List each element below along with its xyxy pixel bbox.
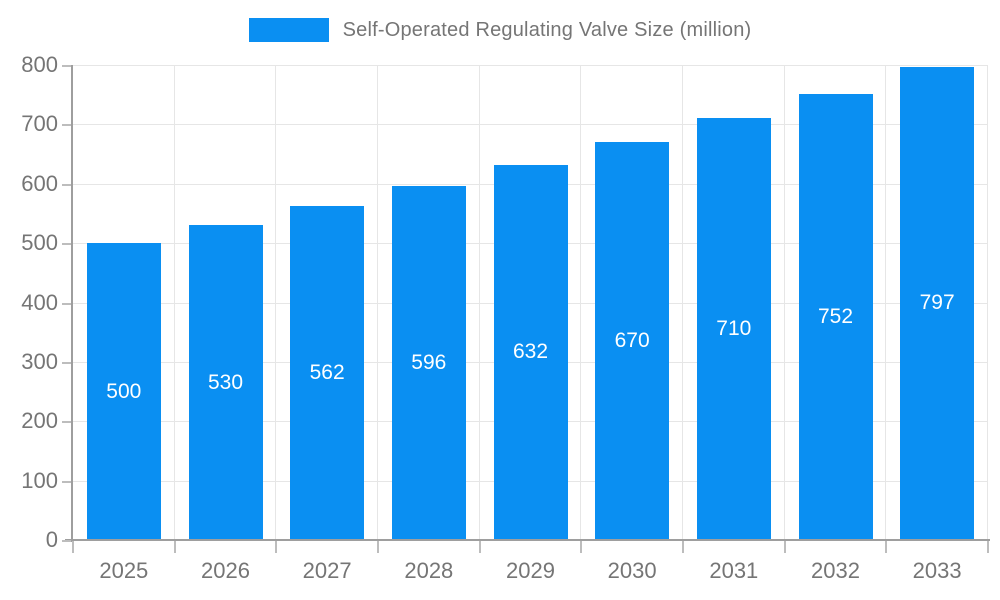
y-axis-line (71, 65, 73, 542)
bar-value-2028: 596 (411, 351, 447, 375)
y-axis-label-400: 400 (21, 289, 58, 315)
legend-label[interactable]: Self-Operated Regulating Valve Size (mil… (342, 18, 752, 41)
bar-value-2031: 710 (716, 317, 752, 341)
legend-swatch[interactable] (248, 18, 329, 42)
bar-value-2030: 670 (614, 329, 650, 353)
y-tick-600 (62, 183, 71, 186)
y-axis-label-200: 200 (21, 408, 58, 434)
bar-value-2029: 632 (512, 340, 549, 364)
bar-value-2027: 562 (309, 361, 345, 385)
x-tick-4 (478, 541, 481, 553)
bar-value-2033: 797 (919, 291, 955, 315)
x-tick-7 (783, 541, 786, 553)
gridline-x-boundary-2 (275, 65, 277, 540)
bar-2030: 670 (595, 142, 670, 540)
y-tick-400 (62, 302, 71, 305)
x-axis-label-2032: 2032 (811, 558, 860, 583)
bar-2029: 632 (493, 164, 568, 540)
bar-value-2025: 500 (106, 379, 142, 403)
y-axis-label-300: 300 (21, 348, 58, 374)
bar-2025: 500 (86, 243, 161, 540)
x-tick-1 (173, 541, 176, 553)
y-axis-label-100: 100 (21, 467, 58, 493)
y-tick-800 (62, 65, 71, 67)
x-axis-label-2025: 2025 (99, 558, 149, 583)
y-tick-100 (62, 480, 71, 483)
y-tick-500 (62, 243, 71, 246)
legend: Self-Operated Regulating Valve Size (mil… (0, 18, 1000, 42)
y-tick-200 (62, 421, 71, 424)
gridline-y-800 (73, 65, 988, 66)
bar-value-2032: 752 (817, 304, 854, 328)
gridline-x-boundary-9 (987, 65, 988, 540)
x-tick-5 (580, 541, 583, 553)
x-tick-6 (682, 541, 684, 553)
gridline-x-boundary-5 (580, 65, 582, 540)
x-axis-label-2031: 2031 (709, 558, 759, 583)
y-axis-label-800: 800 (21, 52, 58, 77)
gridline-x-boundary-4 (478, 65, 480, 540)
y-tick-0 (62, 540, 71, 542)
y-axis-label-700: 700 (21, 111, 58, 137)
bar-value-2026: 530 (207, 370, 244, 394)
x-tick-8 (885, 541, 888, 553)
x-tick-2 (275, 541, 278, 553)
gridline-x-boundary-6 (682, 65, 683, 540)
y-axis-label-500: 500 (21, 230, 58, 256)
y-axis-label-0: 0 (45, 527, 58, 552)
x-axis-label-2026: 2026 (201, 558, 250, 583)
x-axis-label-2028: 2028 (404, 558, 454, 583)
gridline-x-boundary-7 (783, 65, 785, 540)
y-tick-300 (62, 361, 71, 364)
y-tick-700 (62, 124, 71, 127)
x-tick-9 (987, 541, 989, 553)
bar-2033: 797 (900, 66, 975, 540)
x-axis-label-2033: 2033 (912, 558, 962, 583)
bar-2027: 562 (290, 206, 365, 540)
x-axis-line (65, 539, 990, 541)
gridline-x-boundary-3 (377, 65, 378, 540)
x-tick-3 (377, 541, 379, 553)
bar-2031: 710 (696, 118, 771, 540)
x-axis-label-2030: 2030 (607, 558, 657, 583)
bar-2028: 596 (391, 186, 466, 540)
x-axis-label-2029: 2029 (506, 558, 555, 583)
x-axis-label-2027: 2027 (302, 558, 352, 583)
gridline-x-boundary-1 (173, 65, 175, 540)
y-axis-label-600: 600 (21, 170, 58, 196)
plot-area: 500 530 562 596 632 670 710 752 797 (73, 65, 988, 540)
bar-2032: 752 (798, 93, 873, 540)
gridline-x-boundary-8 (885, 65, 887, 540)
x-tick-0 (72, 541, 74, 553)
gridline-y-700 (73, 124, 988, 126)
bar-2026: 530 (188, 225, 263, 540)
